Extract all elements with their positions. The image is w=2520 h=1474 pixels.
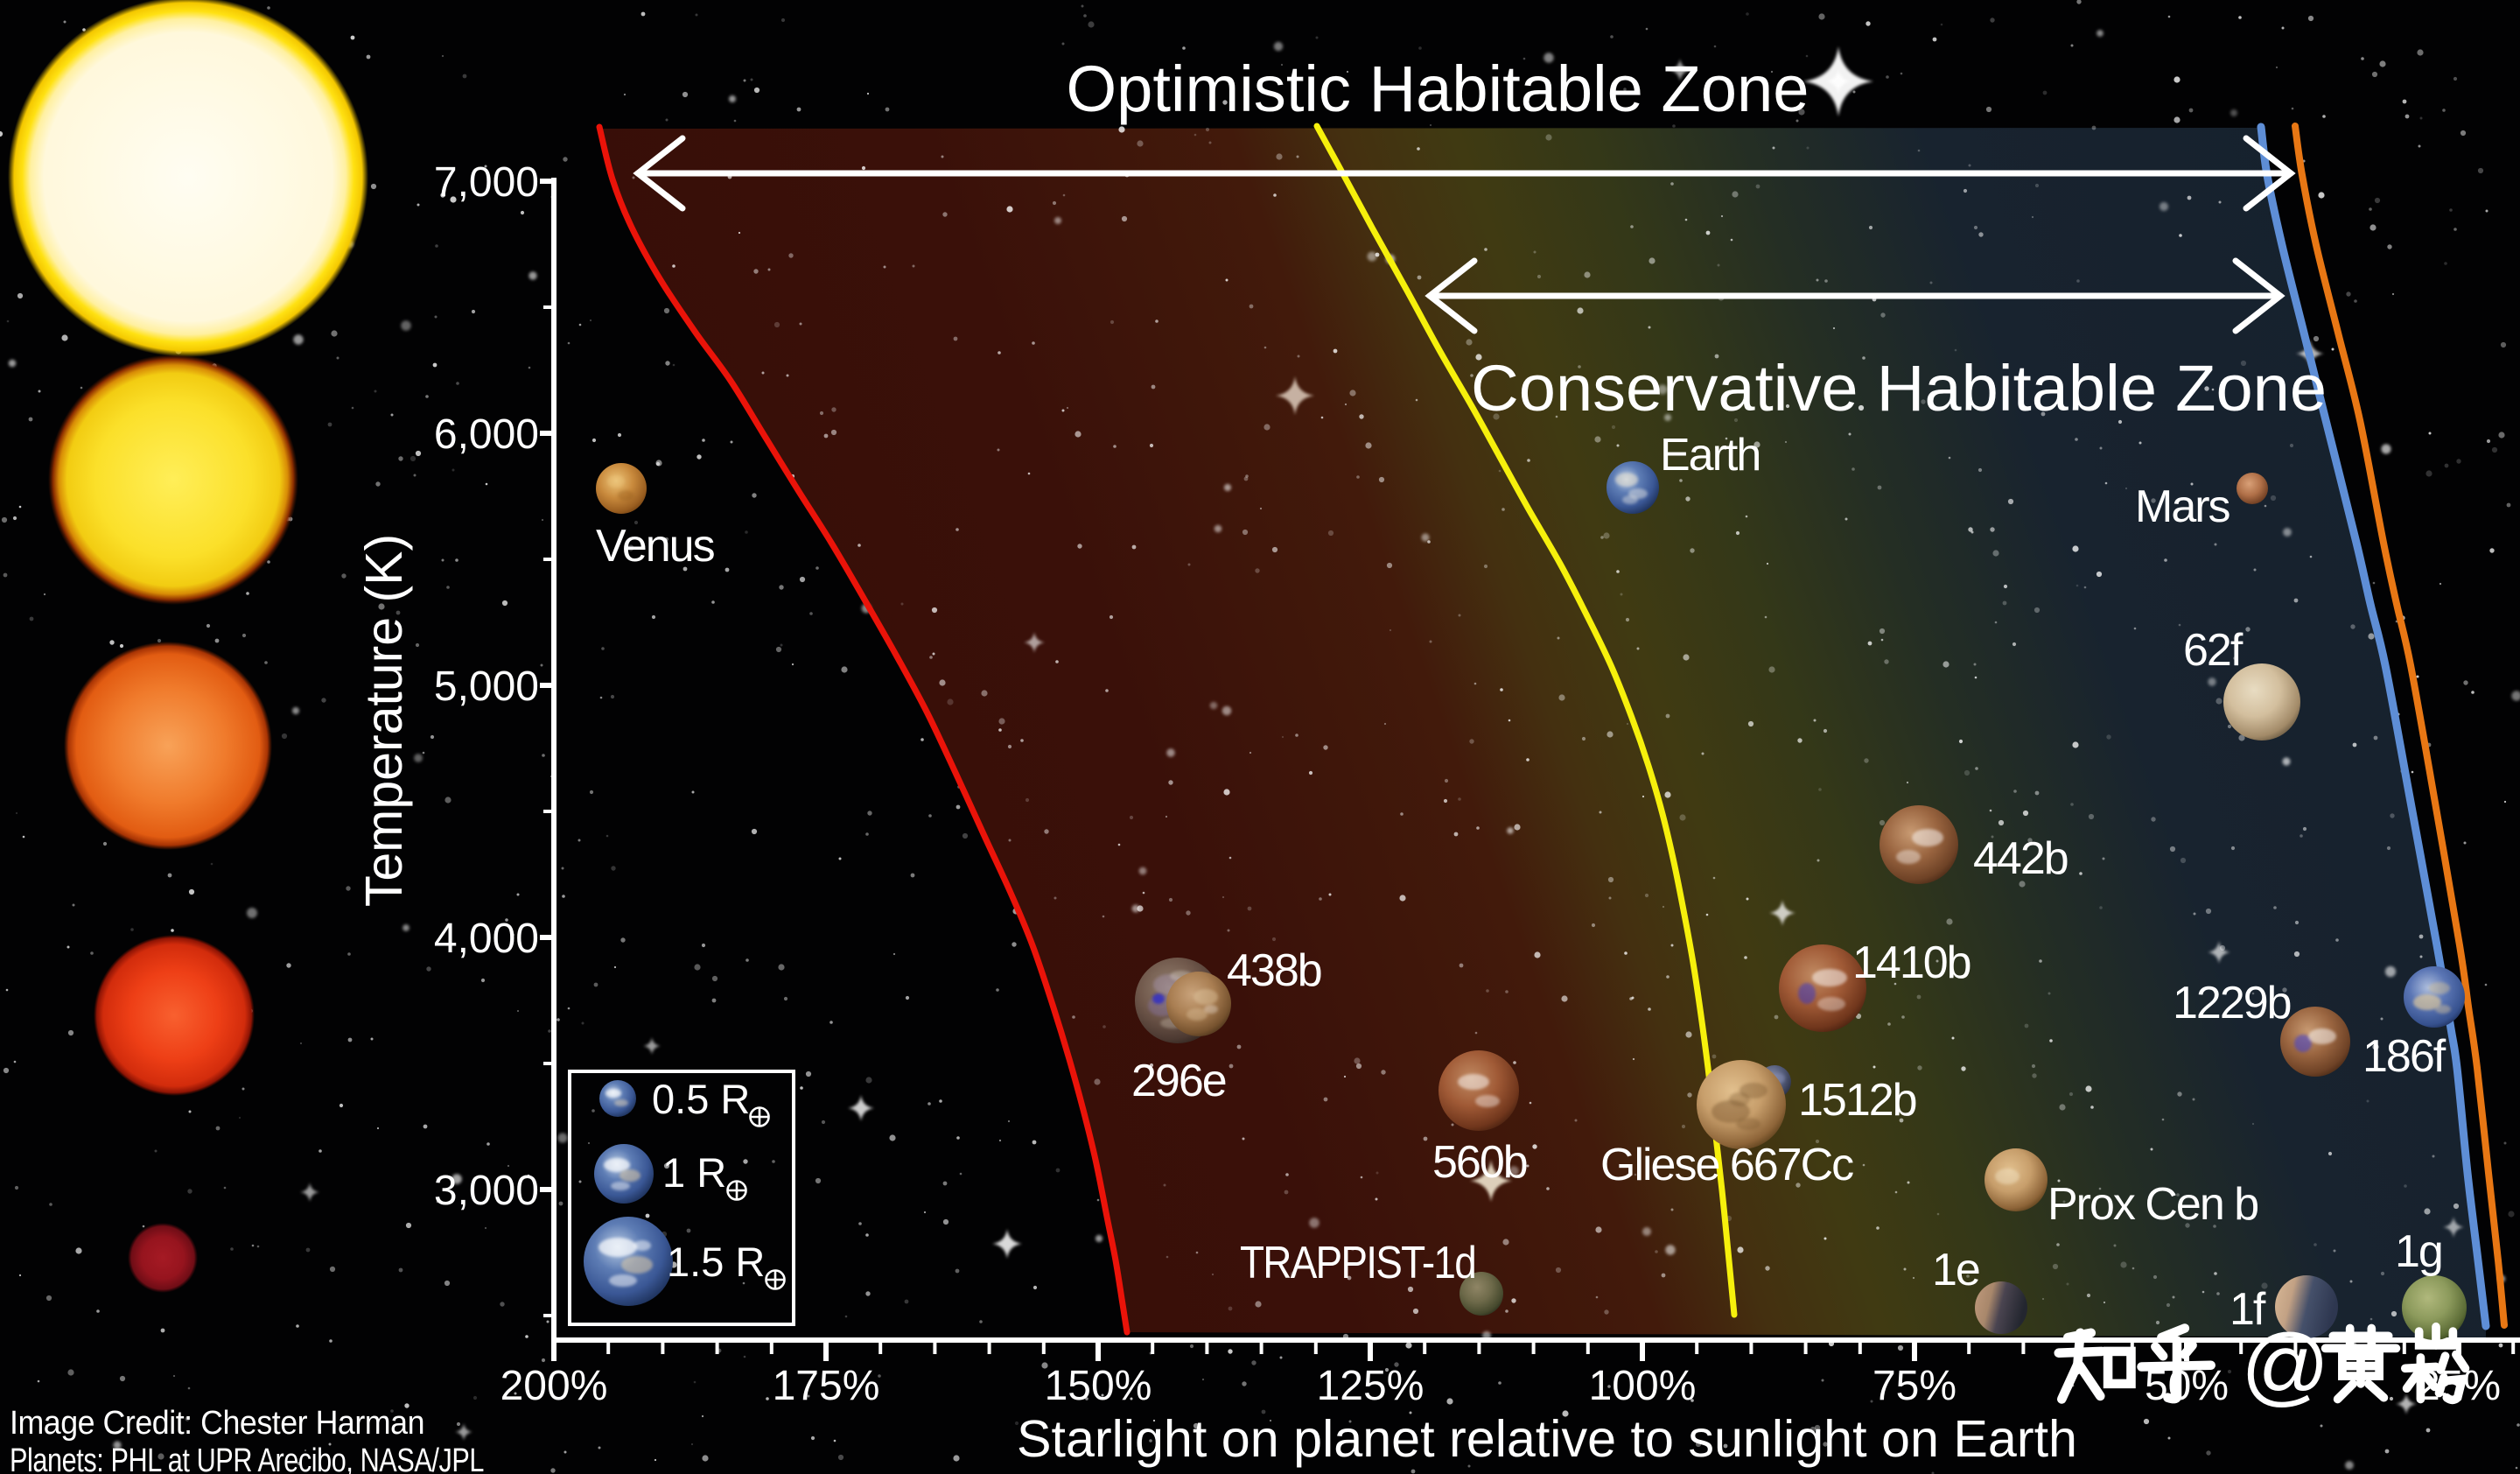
svg-text:Planets: PHL at UPR Arecibo,: Planets: PHL at UPR Arecibo, NASA/JPL: [10, 1442, 484, 1474]
svg-text:Temperature (K): Temperature (K): [355, 534, 413, 907]
svg-text:1.5 R: 1.5 R: [667, 1239, 765, 1285]
svg-text:186f: 186f: [2362, 1031, 2446, 1082]
svg-text:1e: 1e: [1932, 1245, 1979, 1295]
svg-text:7,000: 7,000: [434, 159, 539, 206]
svg-text:Prox Cen b: Prox Cen b: [2048, 1179, 2258, 1230]
svg-text:175%: 175%: [773, 1363, 880, 1409]
svg-text:Optimistic Habitable Zone: Optimistic Habitable Zone: [1067, 53, 1810, 125]
svg-text:438b: 438b: [1227, 945, 1321, 996]
svg-text:100%: 100%: [1589, 1363, 1697, 1409]
svg-text:560b: 560b: [1432, 1137, 1527, 1188]
svg-text:200%: 200%: [500, 1363, 608, 1409]
svg-text:442b: 442b: [1973, 833, 2068, 884]
svg-text:6,000: 6,000: [434, 411, 539, 458]
svg-text:296e: 296e: [1131, 1056, 1226, 1106]
svg-text:125%: 125%: [1317, 1363, 1424, 1409]
svg-text:3,000: 3,000: [434, 1168, 539, 1214]
svg-text:Image Credit: Chester Harman: Image Credit: Chester Harman: [10, 1405, 424, 1442]
svg-text:TRAPPIST-1d: TRAPPIST-1d: [1240, 1238, 1475, 1288]
svg-text:1 R: 1 R: [662, 1149, 726, 1196]
svg-text:150%: 150%: [1045, 1363, 1152, 1409]
svg-text:1f: 1f: [2230, 1284, 2266, 1335]
svg-text:1410b: 1410b: [1852, 937, 1970, 988]
svg-text:4,000: 4,000: [434, 916, 539, 962]
svg-text:Venus: Venus: [596, 521, 715, 572]
svg-text:75%: 75%: [1872, 1363, 1956, 1409]
svg-text:5,000: 5,000: [434, 663, 539, 710]
svg-text:Gliese 667Cc: Gliese 667Cc: [1600, 1140, 1853, 1190]
svg-text:1512b: 1512b: [1798, 1075, 1916, 1126]
svg-text:Earth: Earth: [1660, 430, 1760, 481]
svg-text:Mars: Mars: [2135, 481, 2230, 532]
svg-text:1229b: 1229b: [2173, 978, 2291, 1028]
svg-text:Starlight on planet relative t: Starlight on planet relative to sunlight…: [1017, 1410, 2077, 1468]
svg-text:1g: 1g: [2395, 1226, 2442, 1277]
svg-text:0.5 R: 0.5 R: [652, 1076, 750, 1122]
svg-text:62f: 62f: [2183, 625, 2244, 676]
svg-text:@: @: [2241, 1316, 2330, 1414]
svg-text:Conservative Habitable Zone: Conservative Habitable Zone: [1471, 352, 2327, 425]
